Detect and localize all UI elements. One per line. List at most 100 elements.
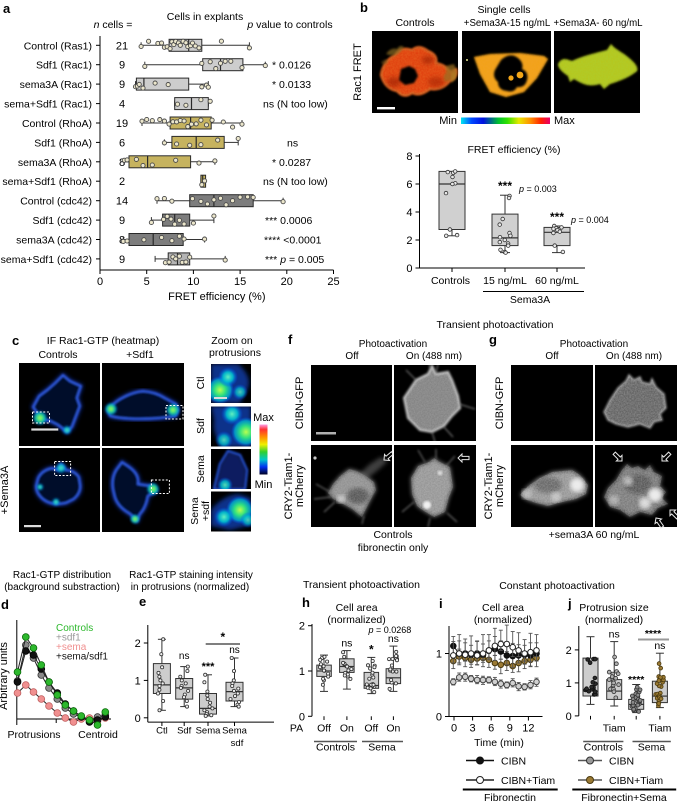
svg-text:Ctl: Ctl — [195, 377, 207, 390]
svg-text:Off: Off — [545, 351, 558, 362]
svg-text:6: 6 — [406, 179, 412, 191]
svg-text:20: 20 — [281, 276, 293, 288]
svg-text:Transient photoactivation: Transient photoactivation — [303, 579, 420, 591]
svg-text:Protrusion size: Protrusion size — [579, 602, 649, 614]
svg-text:On (488 nm): On (488 nm) — [406, 351, 462, 362]
svg-text:1: 1 — [566, 678, 572, 690]
svg-text:Off: Off — [317, 723, 331, 735]
svg-text:+sema/sdf1: +sema/sdf1 — [56, 652, 108, 663]
svg-text:f: f — [288, 332, 293, 347]
svg-text:Protrusions: Protrusions — [7, 729, 60, 741]
svg-text:Max: Max — [554, 115, 575, 127]
svg-text:0: 0 — [406, 263, 412, 275]
svg-text:Controls: Controls — [56, 623, 93, 634]
svg-text:(background substraction): (background substraction) — [4, 582, 120, 593]
svg-text:j: j — [567, 596, 572, 611]
svg-text:4: 4 — [406, 207, 412, 219]
svg-text:60 ng/mL: 60 ng/mL — [535, 275, 579, 287]
svg-text:0: 0 — [97, 276, 103, 288]
svg-text:CIBN+Tiam: CIBN+Tiam — [609, 775, 663, 787]
svg-text:CIBN-GFP: CIBN-GFP — [494, 377, 506, 430]
svg-text:Sdf1 (cdc42): Sdf1 (cdc42) — [32, 215, 92, 227]
svg-text:+Sdf1: +Sdf1 — [126, 349, 154, 361]
svg-text:Sema: Sema — [189, 497, 201, 525]
svg-text:15 ng/mL: 15 ng/mL — [483, 275, 527, 287]
svg-text:****: **** — [628, 674, 645, 686]
svg-text:12: 12 — [522, 723, 534, 735]
svg-text:i: i — [439, 596, 443, 611]
svg-text:d: d — [1, 597, 9, 612]
svg-text:15: 15 — [234, 276, 246, 288]
svg-text:*** 0.0006: *** 0.0006 — [265, 215, 312, 227]
svg-text:0: 0 — [135, 713, 141, 725]
svg-text:8: 8 — [406, 151, 412, 163]
svg-text:p = 0.004: p = 0.004 — [570, 215, 609, 225]
svg-text:ns: ns — [341, 638, 352, 650]
svg-text:p value to controls: p value to controls — [246, 19, 332, 31]
svg-text:Control (cdc42): Control (cdc42) — [20, 196, 92, 208]
svg-text:p = 0.003: p = 0.003 — [518, 184, 557, 194]
svg-text:***: *** — [202, 661, 216, 673]
svg-text:fibronectin only: fibronectin only — [358, 542, 429, 554]
svg-text:Single cells: Single cells — [477, 4, 530, 16]
svg-text:5: 5 — [144, 276, 150, 288]
svg-text:+sema3A 60 ng/mL: +sema3A 60 ng/mL — [549, 529, 640, 541]
svg-text:mCherry: mCherry — [294, 464, 306, 507]
svg-text:p = 0.0268: p = 0.0268 — [368, 625, 412, 635]
svg-text:Time (min): Time (min) — [474, 737, 524, 749]
svg-text:+Sema3A-15 ng/mL: +Sema3A-15 ng/mL — [464, 18, 551, 29]
svg-text:Sema3A: Sema3A — [510, 294, 550, 306]
svg-text:ns (N too low): ns (N too low) — [263, 176, 328, 188]
svg-text:* 0.0126: * 0.0126 — [272, 60, 311, 72]
svg-text:Sdf: Sdf — [195, 418, 207, 434]
svg-text:CRY2-Tiam1-: CRY2-Tiam1- — [283, 452, 295, 519]
svg-text:9: 9 — [119, 60, 125, 72]
svg-text:(normalized): (normalized) — [327, 614, 385, 626]
svg-text:+Sema3A: +Sema3A — [0, 465, 11, 514]
svg-text:Rac1-GTP staining intensity: Rac1-GTP staining intensity — [129, 570, 253, 581]
svg-text:Arbitrary units: Arbitrary units — [0, 642, 10, 710]
svg-text:sema3A (cdc42): sema3A (cdc42) — [16, 235, 92, 247]
svg-text:Controls: Controls — [584, 742, 623, 754]
svg-text:9: 9 — [119, 79, 125, 91]
svg-text:sema+Sdf1 (cdc42): sema+Sdf1 (cdc42) — [1, 254, 92, 266]
svg-text:IF Rac1-GTP (heatmap): IF Rac1-GTP (heatmap) — [47, 335, 159, 347]
svg-text:Min: Min — [439, 115, 457, 127]
svg-text:ns: ns — [388, 633, 399, 645]
svg-text:FRET efficiency (%): FRET efficiency (%) — [468, 144, 561, 156]
svg-text:b: b — [360, 0, 368, 15]
svg-text:Constant photoactivation: Constant photoactivation — [499, 580, 615, 592]
svg-text:4: 4 — [119, 99, 125, 111]
svg-text:Max: Max — [253, 412, 274, 424]
svg-text:ns: ns — [287, 137, 298, 149]
svg-text:Fibronectin: Fibronectin — [484, 792, 536, 802]
svg-text:14: 14 — [116, 196, 128, 208]
svg-text:Controls: Controls — [431, 275, 470, 287]
svg-text:Cell area: Cell area — [336, 602, 378, 614]
svg-text:*: * — [369, 642, 374, 656]
svg-text:2: 2 — [135, 638, 141, 650]
svg-text:0: 0 — [436, 712, 442, 724]
svg-text:* 0.0133: * 0.0133 — [272, 79, 311, 91]
svg-text:PA: PA — [290, 723, 303, 735]
svg-text:Sema: Sema — [196, 726, 222, 737]
svg-text:Sdf1 (RhoA): Sdf1 (RhoA) — [34, 137, 92, 149]
svg-text:Sema: Sema — [368, 742, 396, 754]
svg-text:CIBN: CIBN — [609, 756, 634, 768]
svg-text:ns: ns — [179, 651, 190, 662]
svg-text:Sdf: Sdf — [177, 726, 192, 737]
svg-text:Photoactivation: Photoactivation — [560, 339, 628, 350]
svg-text:2: 2 — [566, 645, 572, 657]
svg-text:(normalized): (normalized) — [585, 614, 643, 626]
svg-text:a: a — [3, 1, 11, 16]
svg-text:On: On — [340, 723, 354, 735]
svg-text:sema+Sdf1 (Rac1): sema+Sdf1 (Rac1) — [4, 99, 92, 111]
svg-text:Control (RhoA): Control (RhoA) — [22, 118, 92, 130]
svg-text:Controls: Controls — [373, 529, 412, 541]
svg-text:On (488 nm): On (488 nm) — [606, 351, 662, 362]
svg-text:mCherry: mCherry — [494, 464, 506, 507]
svg-text:Ctl: Ctl — [156, 726, 168, 737]
svg-text:CIBN: CIBN — [501, 756, 526, 768]
svg-text:***: *** — [550, 210, 564, 224]
svg-text:sema+Sdf1 (RhoA): sema+Sdf1 (RhoA) — [2, 176, 92, 188]
